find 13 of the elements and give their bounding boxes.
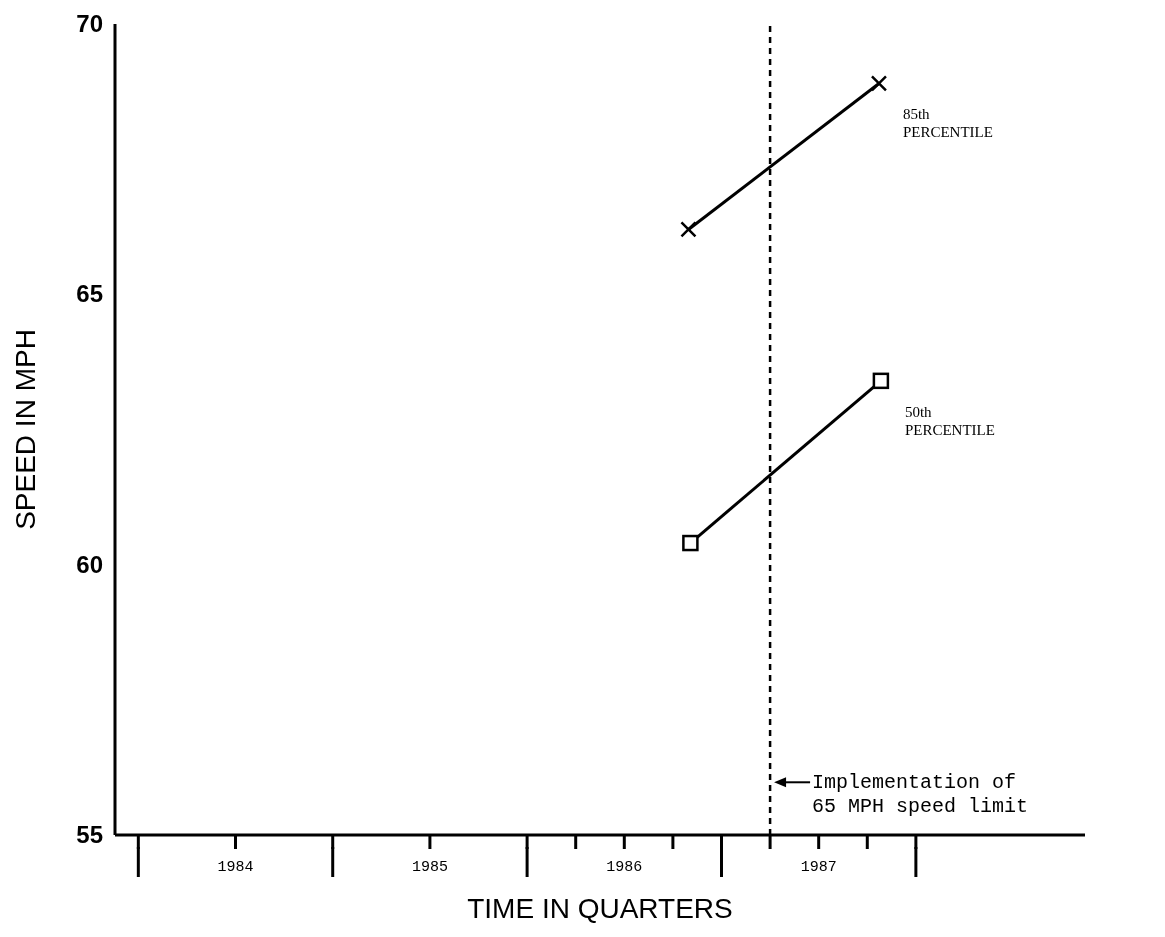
series-label: 85th PERCENTILE: [902, 106, 993, 141]
y-tick-label: 65: [76, 280, 103, 308]
y-tick-label: 55: [76, 821, 103, 848]
ref-line-label: Implementation of 65 MPH speed limit: [812, 771, 1029, 819]
x-tick-label: 1987: [800, 859, 837, 876]
y-tick-label: 60: [76, 550, 103, 578]
x-tick-label: 1986: [606, 859, 643, 876]
x-tick-label: 1984: [217, 859, 254, 876]
x-axis-title: TIME IN QUARTERS: [467, 893, 733, 924]
x-tick-label: 1985: [411, 859, 448, 876]
series-label: 50th PERCENTILE: [904, 403, 995, 438]
y-axis-title: SPEED IN MPH: [9, 329, 41, 530]
y-tick-label: 70: [76, 10, 103, 37]
